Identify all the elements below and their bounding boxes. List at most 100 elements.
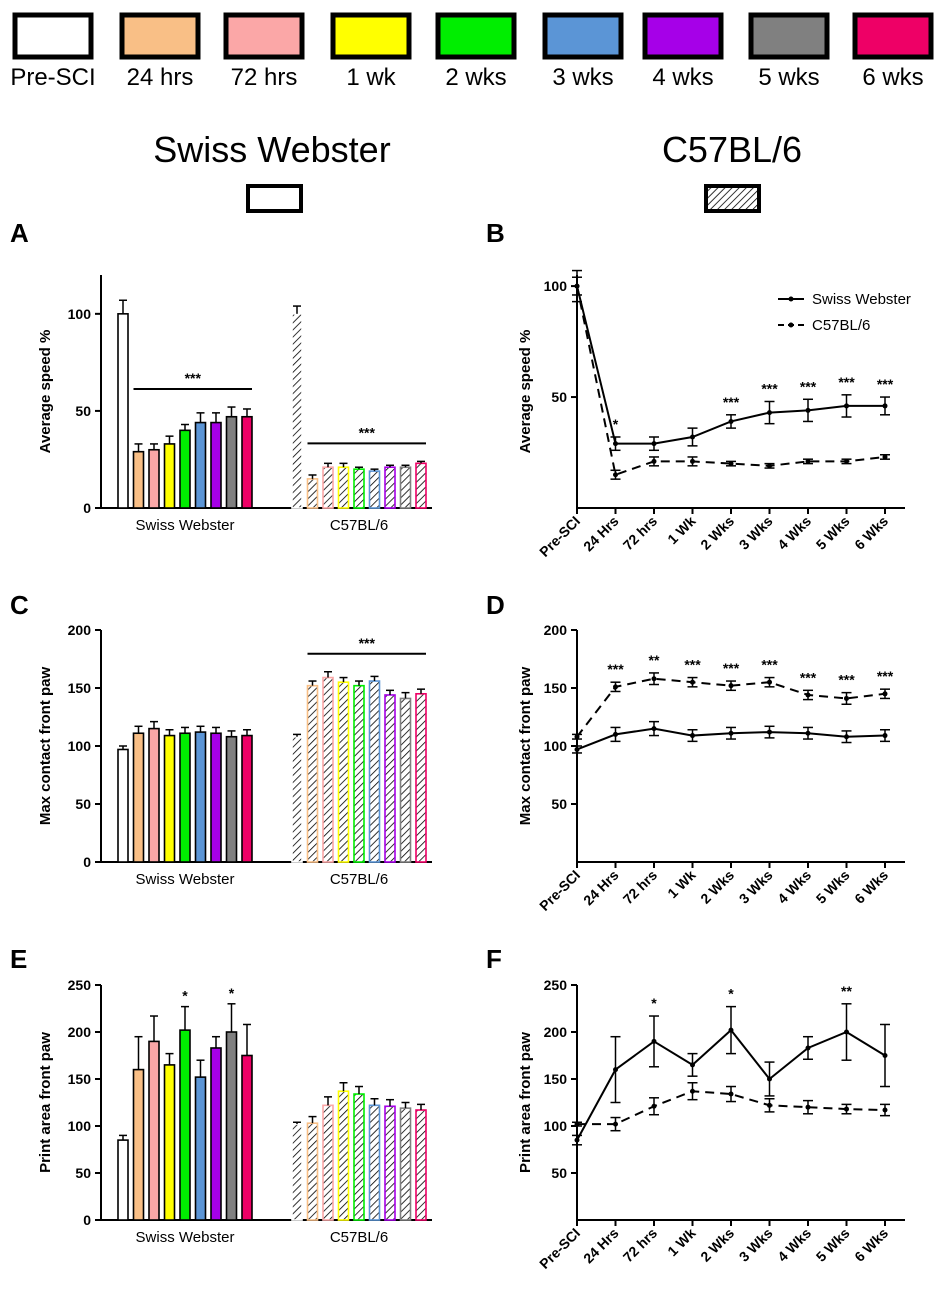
y-tick-label: 0 [83, 500, 91, 516]
y-tick-label: 250 [68, 977, 92, 993]
x-tick-label: Pre-SCI [536, 1225, 583, 1272]
significance-marker: * [728, 986, 734, 1002]
x-tick-label: 5 Wks [813, 513, 853, 553]
strain-headers: Swiss Webster C57BL/6 [153, 129, 802, 213]
significance-marker: *** [684, 657, 701, 673]
panel-letter: B [486, 218, 505, 248]
bar [415, 462, 427, 509]
legend-label-8: 6 wks [862, 64, 923, 91]
data-point [613, 684, 618, 690]
legend-label-7: 5 wks [758, 64, 819, 91]
y-tick-label: 250 [544, 977, 568, 993]
significance-marker: *** [761, 380, 778, 396]
data-point [728, 418, 734, 424]
bar [210, 1047, 222, 1221]
bar [148, 1040, 160, 1221]
y-axis-label: Average speed % [517, 330, 534, 454]
significance-marker: * [229, 985, 235, 1001]
data-point [690, 733, 695, 739]
bar [337, 466, 350, 509]
y-tick-label: 100 [544, 1118, 568, 1134]
bar [322, 466, 334, 509]
x-tick-label: Pre-SCI [536, 867, 583, 914]
y-axis-label: Max contact front paw [517, 666, 534, 825]
data-point [844, 1106, 849, 1112]
bar [368, 680, 381, 863]
y-tick-label: 200 [68, 1024, 92, 1040]
legend-label-4: 2 wks [445, 64, 506, 91]
x-tick-label: 24 Hrs [580, 1225, 622, 1267]
data-point [805, 1045, 811, 1051]
y-tick-label: 100 [68, 738, 92, 754]
y-tick-label: 150 [544, 680, 568, 696]
y-tick-label: 200 [544, 1024, 568, 1040]
legend-label-2: 72 hrs [231, 64, 298, 91]
group-label: Swiss Webster [136, 517, 235, 534]
y-axis-label: Print area front paw [517, 1032, 534, 1173]
data-point [728, 730, 734, 736]
legend-swatch-2 [223, 12, 305, 60]
data-point [613, 731, 618, 737]
data-point [844, 458, 849, 464]
significance-marker: *** [877, 668, 894, 684]
x-tick-label: 2 Wks [697, 867, 737, 907]
significance-marker: * [182, 988, 188, 1004]
data-point [805, 407, 811, 413]
bar [368, 1104, 381, 1221]
bar [353, 684, 365, 863]
y-tick-label: 100 [68, 306, 92, 322]
color-legend: Pre-SCI 24 hrs 72 hrs 1 wk 2 wks 3 wks 4 wks 5 … [10, 12, 934, 91]
data-point [613, 1067, 618, 1073]
y-tick-label: 100 [68, 1118, 92, 1134]
bar [353, 468, 365, 509]
data-point [690, 434, 695, 440]
legend-label-5: 3 wks [552, 64, 613, 91]
x-tick-label: 3 Wks [736, 513, 776, 553]
significance-marker: *** [838, 672, 855, 688]
legend-label-0: Pre-SCI [10, 64, 95, 91]
bar [241, 415, 253, 509]
x-tick-label: 2 Wks [697, 1225, 737, 1265]
x-tick-label: 5 Wks [813, 1225, 853, 1265]
bar [194, 731, 207, 863]
bar [291, 1123, 303, 1221]
y-tick-label: 50 [75, 403, 91, 419]
significance-marker: *** [607, 661, 624, 677]
bar [117, 313, 129, 509]
bar [225, 415, 238, 509]
legend-swatch-8 [852, 12, 934, 60]
strain-swatch-hatched [704, 184, 761, 213]
y-tick-label: 50 [75, 1165, 91, 1181]
series-line [576, 285, 886, 477]
bar [225, 1031, 238, 1221]
panel-letter: E [10, 944, 27, 974]
data-point [690, 1062, 695, 1068]
data-point [574, 283, 580, 289]
bar [306, 1122, 319, 1221]
strain-title-0: Swiss Webster [153, 129, 390, 170]
significance-marker: * [613, 416, 619, 432]
data-point [574, 1137, 580, 1143]
bar [384, 1105, 396, 1221]
bar [322, 676, 334, 863]
legend-swatch-0 [12, 12, 94, 60]
series-line [576, 677, 886, 738]
x-tick-label: 6 Wks [851, 513, 891, 553]
panel-letter: A [10, 218, 29, 248]
x-tick-label: 4 Wks [774, 1225, 814, 1265]
y-axis-label: Average speed % [37, 330, 54, 454]
data-point [613, 441, 618, 447]
x-tick-label: 1 Wk [664, 513, 699, 548]
significance-marker: *** [359, 635, 376, 651]
bar [291, 735, 303, 863]
x-tick-label: 72 hrs [620, 513, 661, 554]
data-point [805, 692, 811, 698]
legend-label-1: 24 hrs [127, 64, 194, 91]
significance-marker: ** [841, 983, 852, 999]
data-point [767, 729, 772, 735]
strain-swatch-solid [246, 184, 303, 213]
panel-D: D 50 100 150 200 Max contact front paw Pre-SCI… [486, 590, 905, 914]
bar [384, 466, 396, 509]
data-point [728, 683, 734, 689]
